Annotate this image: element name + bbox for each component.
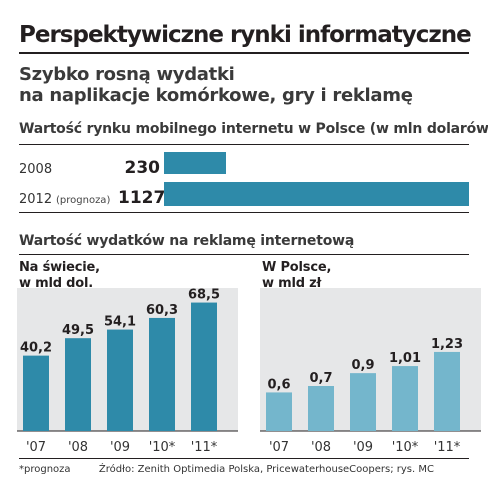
section2-rule: [19, 254, 469, 255]
poland-panel-label-line-1: W Polsce,: [262, 260, 332, 275]
mobile-market-title: Wartość rynku mobilnego internetu w Pols…: [19, 121, 488, 137]
poland-category-label-3: '10*: [392, 440, 419, 455]
hbar-2008: [164, 152, 227, 174]
world-bar-2: [107, 329, 133, 431]
poland-bar-1: [308, 386, 334, 431]
world-category-label-1: '08: [68, 440, 88, 455]
world-category-label-2: '09: [110, 440, 130, 455]
poland-value-label-0: 0,6: [267, 377, 290, 392]
poland-category-label-4: '11*: [434, 440, 461, 455]
world-panel-label: Na świecie, w mld dol.: [19, 260, 100, 292]
world-value-label-2: 54,1: [104, 315, 136, 330]
world-ad-chart: 40,2 '07 49,5 '08 54,1 '09 60,3 '10* 68,5 '11*: [17, 288, 238, 455]
hbar-note-2012: (prognoza): [56, 195, 111, 206]
poland-bar-0: [266, 392, 292, 431]
world-value-label-3: 60,3: [146, 303, 178, 318]
subtitle-line-2: na naplikacje komórkowe, gry i reklamę: [19, 85, 413, 106]
world-category-label-3: '10*: [149, 440, 176, 455]
poland-ad-chart: 0,6 '07 0,7 '08 0,9 '09 1,01 '10* 1,23 '11*: [260, 288, 481, 455]
world-category-label-4: '11*: [191, 440, 218, 455]
section1-bottom-rule: [19, 212, 469, 213]
poland-value-label-3: 1,01: [389, 351, 421, 366]
hbar-value-2008: 230: [124, 158, 161, 178]
poland-panel-label-line-2: w mld zł: [262, 276, 322, 291]
hbar-category-2008: 2008: [19, 162, 53, 177]
world-panel-label-line-1: Na świecie,: [19, 260, 100, 275]
poland-bar-4: [434, 351, 460, 431]
world-bar-4: [191, 302, 217, 431]
poland-bar-3: [392, 366, 418, 431]
world-value-label-1: 49,5: [62, 323, 94, 338]
poland-panel-label: W Polsce, w mld zł: [262, 260, 331, 292]
section1-rule: [19, 144, 469, 145]
source-note: Źródło: Zenith Optimedia Polska, Pricewa…: [98, 464, 434, 475]
footer: *prognoza Źródło: Zenith Optimedia Polsk…: [19, 464, 434, 475]
hbar-2012: [164, 182, 469, 206]
world-bar-1: [65, 338, 91, 431]
poland-value-label-1: 0,7: [309, 371, 332, 386]
footnote: *prognoza: [19, 464, 71, 475]
poland-category-label-1: '08: [311, 440, 331, 455]
hbar-category-2012: 2012: [19, 192, 53, 207]
chart-title: Perspektywiczne rynki informatyczne: [19, 22, 472, 48]
poland-value-label-4: 1,23: [431, 337, 463, 352]
world-panel-label-line-2: w mld dol.: [19, 276, 94, 291]
ad-spending-title: Wartość wydatków na reklamę internetową: [19, 233, 355, 249]
hbar-value-2012: 1127: [118, 188, 166, 208]
poland-bar-2: [350, 373, 376, 431]
world-bar-0: [23, 355, 49, 431]
world-bar-3: [149, 317, 175, 431]
subtitle-line-1: Szybko rosną wydatki: [19, 64, 235, 85]
title-rule: [19, 52, 469, 54]
poland-category-label-2: '09: [353, 440, 373, 455]
chart-subtitle: Szybko rosną wydatki na naplikacje komór…: [19, 64, 413, 106]
world-value-label-0: 40,2: [20, 341, 52, 356]
poland-value-label-2: 0,9: [351, 358, 374, 373]
world-value-label-4: 68,5: [188, 288, 220, 303]
poland-category-label-0: '07: [269, 440, 289, 455]
world-category-label-0: '07: [26, 440, 46, 455]
footer-rule: [19, 458, 469, 459]
